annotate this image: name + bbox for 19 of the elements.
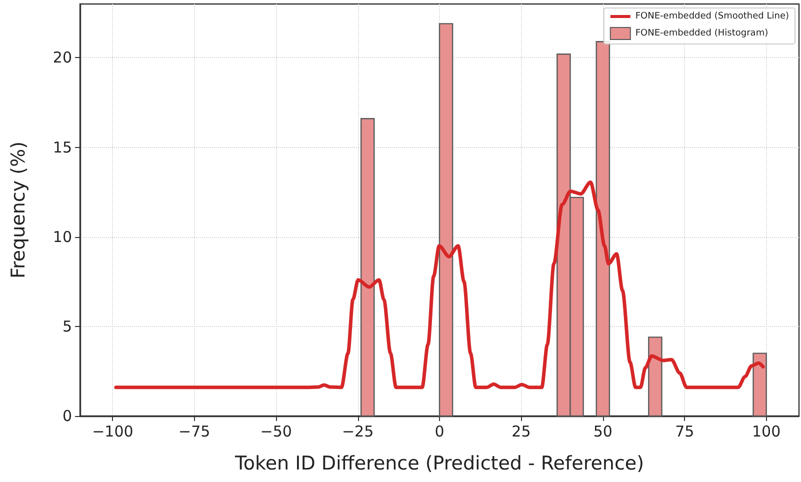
- y-tick-label: 15: [52, 138, 72, 156]
- y-axis-title: Frequency (%): [8, 141, 30, 279]
- y-tick-label: 0: [62, 407, 72, 425]
- x-tick-label: 25: [512, 422, 531, 440]
- y-tick-label: 10: [52, 228, 72, 246]
- y-tick-label: 20: [52, 48, 72, 67]
- line-series: [114, 180, 765, 390]
- x-axis-title: Token ID Difference (Predicted - Reference): [234, 452, 644, 474]
- x-tick-label: −100: [92, 422, 134, 440]
- x-tick-label: 100: [752, 422, 781, 440]
- x-tick-label: 75: [675, 422, 694, 440]
- x-tick-label: −75: [178, 422, 210, 440]
- x-tick-label: 50: [593, 422, 612, 440]
- x-tick-label: −50: [260, 422, 292, 440]
- y-tick-label: 5: [62, 317, 72, 336]
- x-tick-label: 0: [434, 422, 444, 440]
- x-tick-label: −25: [342, 422, 374, 440]
- legend-label: FONE-embedded (Histogram): [635, 28, 768, 38]
- legend-label: FONE-embedded (Smoothed Line): [635, 12, 790, 22]
